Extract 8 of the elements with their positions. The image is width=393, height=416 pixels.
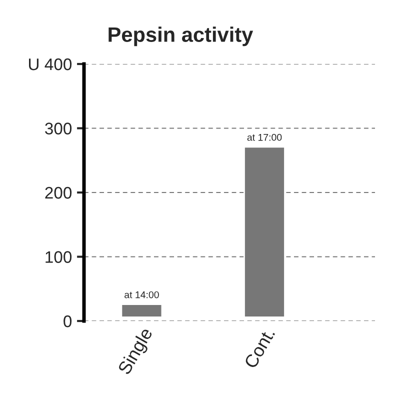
y-tick-label: 100	[46, 251, 72, 263]
y-tick-label: U 400	[29, 58, 72, 70]
annotation: at 14:00	[124, 291, 159, 298]
annotation: at 17:00	[247, 134, 282, 141]
chart-title: Pepsin activity	[108, 26, 254, 46]
y-tick-label: 0	[64, 315, 72, 328]
y-tick-label: 300	[45, 122, 72, 134]
y-tick-label: 200	[45, 186, 72, 199]
